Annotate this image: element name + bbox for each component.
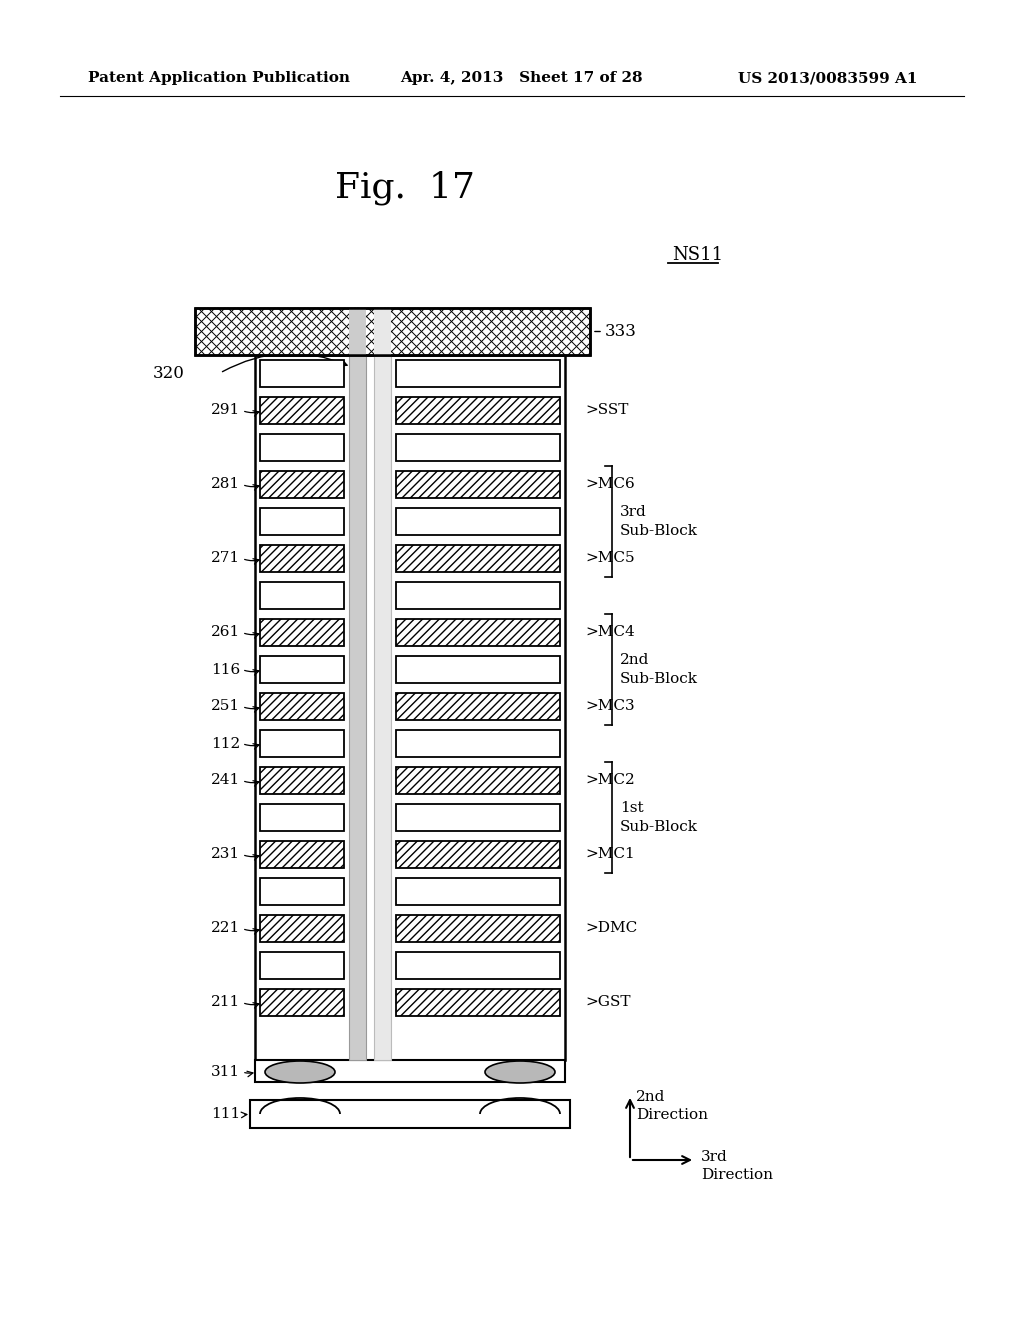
Text: >MC6: >MC6 [585,478,635,491]
Bar [396,545,560,572]
Text: 211: 211 [211,995,240,1010]
Ellipse shape [485,1061,555,1082]
Bar [260,619,344,645]
Text: Apr. 4, 2013   Sheet 17 of 28: Apr. 4, 2013 Sheet 17 of 28 [400,71,643,84]
Bar [396,804,560,832]
Bar [396,619,560,645]
Bar [396,508,560,535]
Text: 241: 241 [211,774,240,788]
Text: 2nd
Sub-Block: 2nd Sub-Block [620,653,698,685]
Text: >GST: >GST [585,995,631,1010]
Text: US 2013/0083599 A1: US 2013/0083599 A1 [738,71,918,84]
Ellipse shape [265,1061,335,1082]
Bar [374,308,391,355]
Text: >MC3: >MC3 [585,700,635,714]
Bar [260,693,344,719]
Text: 231: 231 [211,847,240,862]
Text: 1st
Sub-Block: 1st Sub-Block [620,801,698,834]
Text: 2nd
Direction: 2nd Direction [636,1090,708,1122]
Text: 271: 271 [211,552,240,565]
Text: 291: 291 [211,404,240,417]
Bar [260,841,344,869]
Bar [260,656,344,682]
Bar [396,693,560,719]
Text: >SST: >SST [585,404,629,417]
Bar [396,619,560,645]
Bar [396,471,560,498]
Bar [396,767,560,795]
Text: 3rd
Sub-Block: 3rd Sub-Block [620,506,698,537]
Bar [260,767,344,795]
Bar [396,656,560,682]
Bar [396,915,560,942]
Text: 112: 112 [211,737,240,751]
Text: 333: 333 [605,323,637,341]
Bar [260,619,344,645]
Text: 111: 111 [211,1107,240,1121]
Bar [396,989,560,1016]
Text: >MC4: >MC4 [585,626,635,639]
Text: 320: 320 [154,364,185,381]
Bar [260,434,344,461]
Bar [396,730,560,756]
Bar [396,915,560,942]
Bar [396,545,560,572]
Bar [396,397,560,424]
Bar [250,1100,570,1129]
Bar [255,1060,565,1082]
Bar [260,545,344,572]
Bar [396,952,560,979]
Bar [260,693,344,719]
Bar [374,355,391,1060]
Bar [260,878,344,906]
Bar [260,582,344,609]
Bar [396,582,560,609]
Text: 311: 311 [211,1065,240,1078]
Text: >MC2: >MC2 [585,774,635,788]
Bar [396,841,560,869]
Bar [195,308,590,355]
Bar [260,804,344,832]
Bar [396,878,560,906]
Bar [396,767,560,795]
Bar [260,508,344,535]
Bar [396,397,560,424]
Bar [396,989,560,1016]
Bar [260,952,344,979]
Bar [396,360,560,387]
Bar [260,989,344,1016]
Bar [260,545,344,572]
Bar [260,915,344,942]
Bar [260,360,344,387]
Bar [195,308,590,355]
Bar [396,693,560,719]
Bar [260,397,344,424]
Text: 221: 221 [211,921,240,936]
Text: 116: 116 [211,663,240,676]
Bar [260,471,344,498]
Text: >MC5: >MC5 [585,552,635,565]
Text: Patent Application Publication: Patent Application Publication [88,71,350,84]
Text: NS11: NS11 [672,246,723,264]
Bar [396,471,560,498]
Bar [396,841,560,869]
Bar [396,434,560,461]
Bar [260,471,344,498]
Bar [260,989,344,1016]
Bar [260,841,344,869]
Text: 261: 261 [211,626,240,639]
Bar [260,730,344,756]
Text: Fig.  17: Fig. 17 [335,170,475,205]
Bar [260,767,344,795]
Text: >DMC: >DMC [585,921,637,936]
Bar [260,397,344,424]
Bar [255,355,565,1060]
Bar [349,355,366,1060]
Text: 251: 251 [211,700,240,714]
Text: >MC1: >MC1 [585,847,635,862]
Text: 3rd
Direction: 3rd Direction [701,1150,773,1183]
Text: 281: 281 [211,478,240,491]
Bar [349,308,366,355]
Bar [260,915,344,942]
